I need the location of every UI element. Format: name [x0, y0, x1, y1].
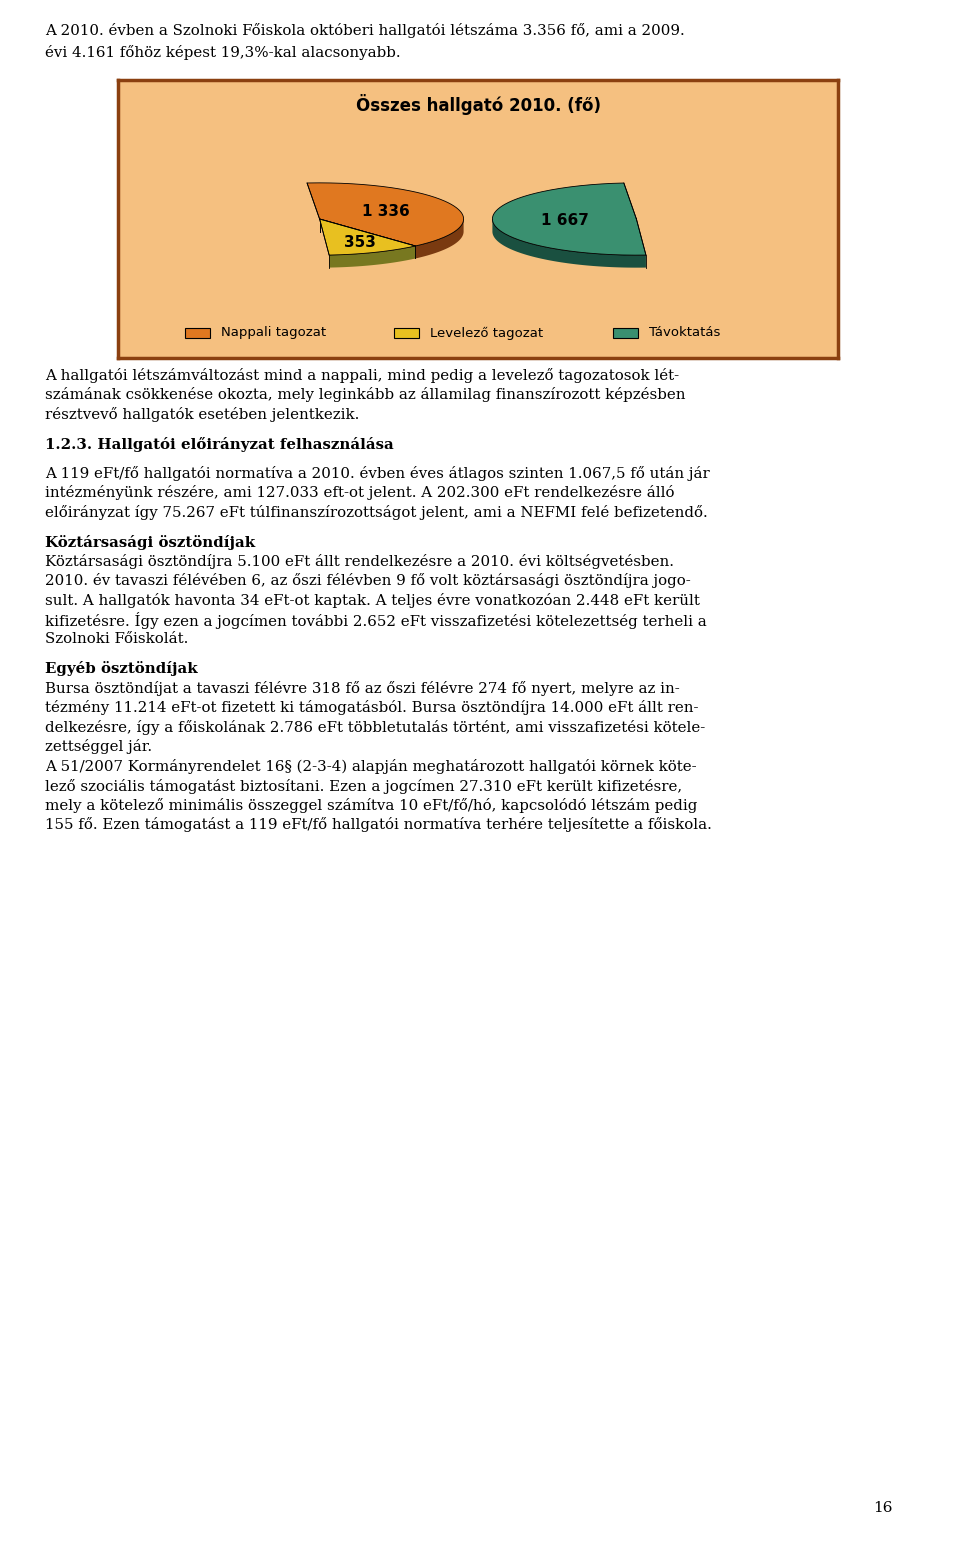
- Text: mely a kötelező minimális összeggel számítva 10 eFt/fő/hó, kapcsolódó létszám pe: mely a kötelező minimális összeggel szám…: [45, 798, 698, 813]
- Text: A 119 eFt/fő hallgatói normatíva a 2010. évben éves átlagos szinten 1.067,5 fő u: A 119 eFt/fő hallgatói normatíva a 2010.…: [45, 466, 709, 481]
- Text: Szolnoki Főiskolát.: Szolnoki Főiskolát.: [45, 633, 188, 647]
- Text: 353: 353: [344, 236, 375, 250]
- Text: Összes hallgató 2010. (fő): Összes hallgató 2010. (fő): [355, 94, 601, 114]
- Text: sult. A hallgatók havonta 34 eFt-ot kaptak. A teljes évre vonatkozóan 2.448 eFt : sult. A hallgatók havonta 34 eFt-ot kapt…: [45, 593, 700, 608]
- Text: A 51/2007 Kormányrendelet 16§ (2-3-4) alapján meghatározott hallgatói körnek köt: A 51/2007 Kormányrendelet 16§ (2-3-4) al…: [45, 759, 697, 775]
- Text: kifizetésre. Így ezen a jogcímen további 2.652 eFt visszafizetési kötelezettség : kifizetésre. Így ezen a jogcímen további…: [45, 613, 707, 630]
- Text: zettséggel jár.: zettséggel jár.: [45, 739, 153, 755]
- Bar: [612, 329, 637, 338]
- Text: Bursa ösztöndíjat a tavaszi félévre 318 fő az őszi félévre 274 fő nyert, melyre : Bursa ösztöndíjat a tavaszi félévre 318 …: [45, 680, 680, 696]
- Text: tézmény 11.214 eFt-ot fizetett ki támogatásból. Bursa ösztöndíjra 14.000 eFt áll: tézmény 11.214 eFt-ot fizetett ki támoga…: [45, 701, 699, 716]
- Text: Köztársasági ösztöndíjra 5.100 eFt állt rendelkezésre a 2010. évi költségvetésbe: Köztársasági ösztöndíjra 5.100 eFt állt …: [45, 554, 674, 569]
- Text: lező szociális támogatást biztosítani. Ezen a jogcímen 27.310 eFt került kifizet: lező szociális támogatást biztosítani. E…: [45, 779, 683, 793]
- Polygon shape: [307, 184, 464, 245]
- Text: 155 fő. Ezen támogatást a 119 eFt/fő hallgatói normatíva terhére teljesítette a : 155 fő. Ezen támogatást a 119 eFt/fő hal…: [45, 818, 712, 833]
- Text: számának csökkenése okozta, mely leginkább az államilag finanszírozott képzésben: számának csökkenése okozta, mely leginká…: [45, 387, 685, 403]
- Text: delkezésre, így a főiskolának 2.786 eFt többletutalás történt, ami visszafizetés: delkezésre, így a főiskolának 2.786 eFt …: [45, 721, 706, 734]
- Polygon shape: [320, 219, 416, 255]
- Text: 2010. év tavaszi félévében 6, az őszi félévben 9 fő volt köztársasági ösztöndíjr: 2010. év tavaszi félévében 6, az őszi fé…: [45, 574, 691, 588]
- Text: A hallgatói létszámváltozást mind a nappali, mind pedig a levelező tagozatosok l: A hallgatói létszámváltozást mind a napp…: [45, 367, 680, 383]
- Text: évi 4.161 főhöz képest 19,3%-kal alacsonyabb.: évi 4.161 főhöz képest 19,3%-kal alacson…: [45, 45, 400, 60]
- Polygon shape: [492, 219, 646, 267]
- Bar: [394, 329, 419, 338]
- Text: 1 336: 1 336: [362, 204, 410, 219]
- Polygon shape: [416, 219, 464, 259]
- Polygon shape: [492, 184, 646, 255]
- Text: Nappali tagozat: Nappali tagozat: [221, 327, 326, 339]
- Text: előirányzat így 75.267 eFt túlfinanszírozottságot jelent, ami a NEFMI felé befiz: előirányzat így 75.267 eFt túlfinanszíro…: [45, 505, 708, 520]
- Text: A 2010. évben a Szolnoki Főiskola októberi hallgatói létszáma 3.356 fő, ami a 20: A 2010. évben a Szolnoki Főiskola októbe…: [45, 23, 684, 39]
- Text: Távoktatás: Távoktatás: [649, 327, 720, 339]
- Text: Köztársasági ösztöndíjak: Köztársasági ösztöndíjak: [45, 534, 255, 549]
- Text: 16: 16: [874, 1501, 893, 1515]
- Bar: [185, 329, 210, 338]
- Text: intézményünk részére, ami 127.033 eft-ot jelent. A 202.300 eFt rendelkezésre áll: intézményünk részére, ami 127.033 eft-ot…: [45, 486, 675, 500]
- Text: 1 667: 1 667: [540, 213, 588, 228]
- Text: 1.2.3. Hallgatói előirányzat felhasználása: 1.2.3. Hallgatói előirányzat felhasználá…: [45, 437, 394, 452]
- Text: Egyéb ösztöndíjak: Egyéb ösztöndíjak: [45, 662, 198, 676]
- Text: résztvevő hallgatók esetében jelentkezik.: résztvevő hallgatók esetében jelentkezik…: [45, 407, 359, 421]
- Polygon shape: [329, 245, 416, 267]
- Text: Levelező tagozat: Levelező tagozat: [430, 327, 543, 339]
